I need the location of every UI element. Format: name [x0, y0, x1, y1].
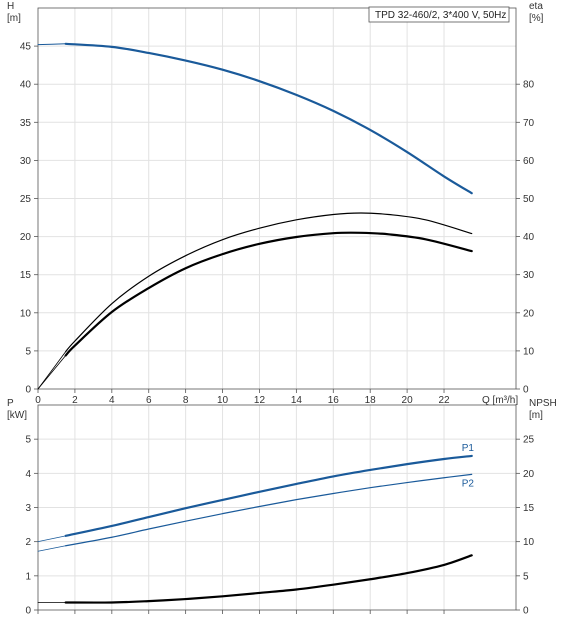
- p1-series-label-p1: P1: [462, 443, 475, 454]
- p1-yaxis-left-name: P: [7, 398, 14, 409]
- p0-ytick-right-label: 40: [523, 232, 535, 243]
- p0-ytick-left-label: 10: [20, 308, 32, 319]
- chart-title: TPD 32-460/2, 3*400 V, 50Hz: [375, 10, 506, 21]
- p1-yaxis-right-unit: [m]: [529, 410, 543, 421]
- p0-xtick-label: 14: [291, 395, 303, 406]
- p0-yaxis-right-unit: [%]: [529, 13, 544, 24]
- p0-ytick-left-label: 20: [20, 232, 32, 243]
- p0-ytick-left-label: 5: [25, 346, 31, 357]
- chart-title-box: TPD 32-460/2, 3*400 V, 50Hz: [368, 6, 510, 23]
- p1-ytick-right-label: 0: [523, 606, 529, 617]
- p0-ytick-right-label: 0: [523, 385, 529, 396]
- p1-series-p1_ext: [37, 535, 67, 543]
- p0-xtick-label: 4: [109, 395, 115, 406]
- p0-ytick-right-label: 50: [523, 194, 535, 205]
- p1-yaxis-right-name: NPSH: [529, 398, 557, 409]
- p1-ytick-left-label: 5: [25, 435, 31, 446]
- p0-ytick-left-label: 35: [20, 118, 32, 129]
- p1-series-p1: [64, 454, 473, 537]
- p0-ytick-left-label: 15: [20, 270, 32, 281]
- p0-series-head: [64, 42, 473, 195]
- p0-ytick-left-label: 45: [20, 42, 32, 53]
- p1-ytick-left-label: 1: [25, 571, 31, 582]
- p0-ytick-left-label: 40: [20, 80, 32, 91]
- p1-ytick-left-label: 4: [25, 469, 31, 480]
- p1-ytick-right-label: 5: [523, 571, 529, 582]
- p1-ytick-left-label: 2: [25, 537, 31, 548]
- p0-xtick-label: 22: [438, 395, 450, 406]
- p0-xtick-label: 0: [35, 395, 41, 406]
- p0-ytick-left-label: 0: [25, 385, 31, 396]
- p0-ytick-left-label: 30: [20, 156, 32, 167]
- p1-ytick-right-label: 25: [523, 435, 535, 446]
- p0-yaxis-right-name: eta: [529, 1, 543, 12]
- p0-ytick-right-label: 60: [523, 156, 535, 167]
- p0-xtick-label: 2: [72, 395, 78, 406]
- p1-series-p2_ext: [37, 545, 67, 552]
- p0-xtick-label: 16: [328, 395, 340, 406]
- p1-series-label-p2: P2: [462, 478, 475, 489]
- p0-ytick-right-label: 80: [523, 80, 535, 91]
- p1-series-p2: [65, 473, 473, 547]
- p0-xtick-label: 12: [254, 395, 266, 406]
- p0-ytick-right-label: 20: [523, 308, 535, 319]
- p1-ytick-right-label: 10: [523, 537, 535, 548]
- p0-xtick-label: 10: [217, 395, 229, 406]
- p0-series-head_ext: [37, 43, 67, 46]
- p1-ytick-right-label: 15: [523, 503, 535, 514]
- p0-xtick-label: 8: [183, 395, 189, 406]
- p0-ytick-right-label: 70: [523, 118, 535, 129]
- p0-ytick-right-label: 30: [523, 270, 535, 281]
- p0-series-eta_p1: [65, 212, 473, 353]
- p0-xtick-label: 20: [402, 395, 414, 406]
- p0-yaxis-left-unit: [m]: [7, 13, 21, 24]
- p1-yaxis-left-unit: [kW]: [7, 410, 27, 421]
- p1-series-npsh: [64, 554, 473, 604]
- p1-ytick-right-label: 20: [523, 469, 535, 480]
- p1-ytick-left-label: 0: [25, 606, 31, 617]
- p0-ytick-left-label: 25: [20, 194, 32, 205]
- p0-series-eta_p1_ext: [37, 351, 67, 390]
- p0-xaxis-name: Q [m³/h]: [482, 395, 518, 406]
- p0-ytick-right-label: 10: [523, 346, 535, 357]
- p0-yaxis-left-name: H: [7, 1, 14, 12]
- p0-series-eta: [64, 231, 473, 357]
- p1-ytick-left-label: 3: [25, 503, 31, 514]
- p0-xtick-label: 18: [365, 395, 377, 406]
- p0-xtick-label: 6: [146, 395, 152, 406]
